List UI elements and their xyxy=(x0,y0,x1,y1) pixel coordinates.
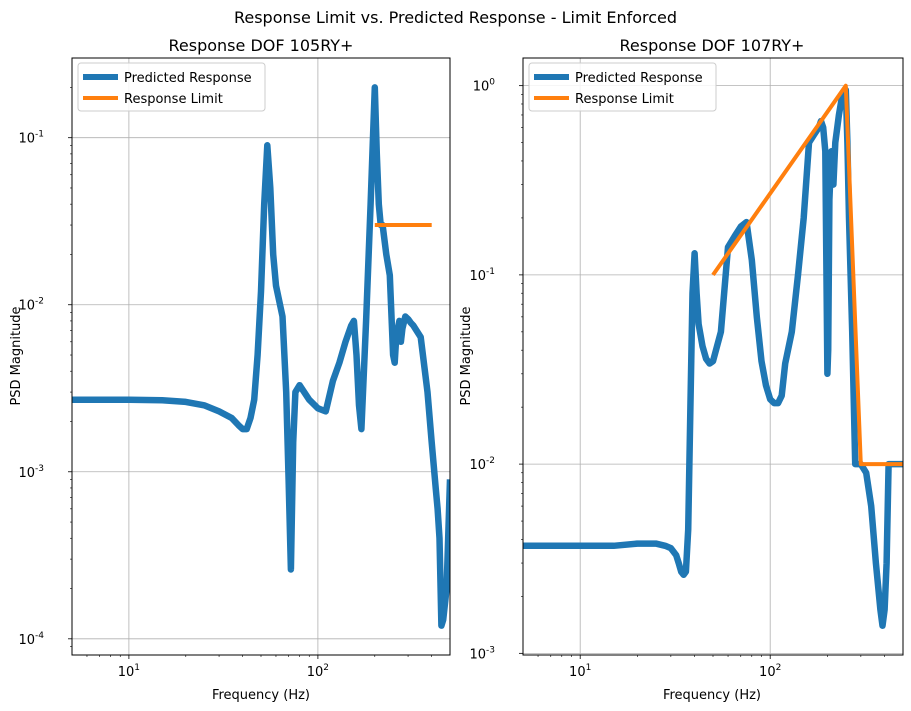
chart-right: 101 102 10-3 10-2 10-1 100 Response DOF 107RY… xyxy=(459,36,904,703)
series-line-predicted xyxy=(523,86,903,629)
y-tick-label: 10-3 xyxy=(18,464,44,481)
y-tick-label: 10-1 xyxy=(18,130,44,147)
y-tick-label: 10-3 xyxy=(469,645,495,662)
legend-left: Predicted Response Response Limit xyxy=(77,62,266,112)
y-tick-label: 10-4 xyxy=(18,631,44,648)
ylabel-right: PSD Magnitude xyxy=(459,306,474,405)
y-tick-label: 10-1 xyxy=(469,267,495,284)
ylabel-left: PSD Magnitude xyxy=(9,306,24,405)
legend-label-predicted-left: Predicted Response xyxy=(124,71,252,86)
xlabel-left: Frequency (Hz) xyxy=(212,688,310,703)
series-right xyxy=(523,83,903,629)
x-tick-label: 101 xyxy=(118,663,140,680)
legend-box-right xyxy=(528,62,717,112)
x-tick-label: 102 xyxy=(307,663,329,680)
plot-area-left xyxy=(72,58,450,655)
y-tick-label: 100 xyxy=(473,78,496,95)
series-left xyxy=(72,84,450,629)
legend-label-limit-left: Response Limit xyxy=(124,92,223,107)
figure-title: Response Limit vs. Predicted Response - … xyxy=(233,8,678,27)
xlabel-right: Frequency (Hz) xyxy=(663,688,761,703)
series-line-predicted xyxy=(72,84,450,629)
title-left: Response DOF 105RY+ xyxy=(169,36,354,55)
grid-right xyxy=(523,58,903,655)
legend-label-limit-right: Response Limit xyxy=(575,92,674,107)
title-right: Response DOF 107RY+ xyxy=(620,36,805,55)
series-line-limit xyxy=(711,83,903,467)
x-tick-label: 101 xyxy=(569,663,591,680)
y-tick-label: 10-2 xyxy=(469,456,495,473)
axes-frame-right xyxy=(522,57,904,656)
grid-left xyxy=(72,58,450,655)
legend-right: Predicted Response Response Limit xyxy=(528,62,717,112)
x-tick-label: 102 xyxy=(759,663,781,680)
axes-frame-left xyxy=(71,57,451,656)
legend-label-predicted-right: Predicted Response xyxy=(575,71,703,86)
legend-box-left xyxy=(77,62,266,112)
